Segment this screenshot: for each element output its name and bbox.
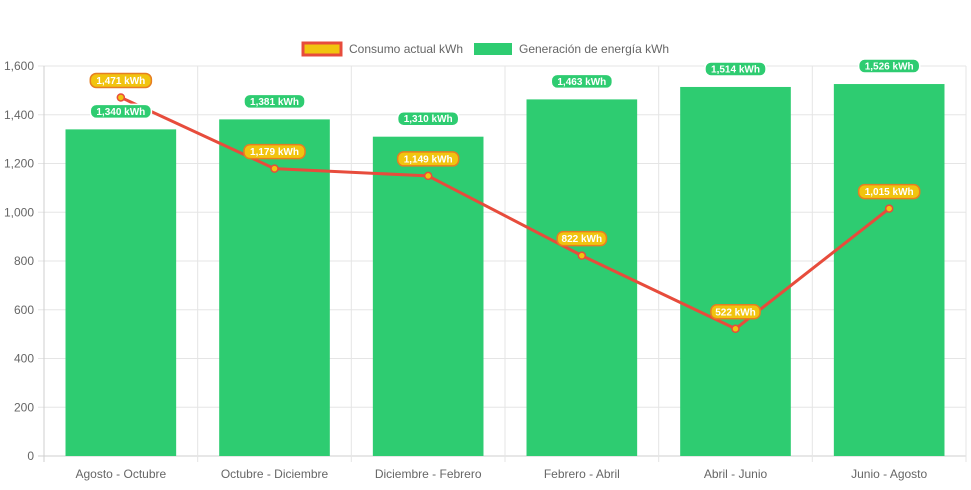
bars-layer xyxy=(65,84,945,457)
bar-generacion[interactable] xyxy=(372,136,484,456)
y-tick-label: 400 xyxy=(14,352,34,366)
line-data-label-text: 822 kWh xyxy=(562,234,603,245)
y-tick-label: 600 xyxy=(14,303,34,317)
bar-data-label: 1,514 kWh xyxy=(704,61,767,77)
x-tick-label: Octubre - Diciembre xyxy=(221,467,329,481)
bar-data-label-bg xyxy=(89,103,153,120)
bar-data-label-text: 1,463 kWh xyxy=(557,77,606,88)
grid-layer xyxy=(38,65,967,462)
bar-data-label-bg xyxy=(550,73,614,90)
line-data-label-bg xyxy=(89,72,153,89)
bar-data-label: 1,463 kWh xyxy=(550,73,614,90)
legend-swatch-generacion xyxy=(474,43,512,55)
bar-data-label-bg xyxy=(243,93,306,110)
legend-swatch-consumo xyxy=(301,41,343,57)
bar-data-label-text: 1,340 kWh xyxy=(96,107,145,118)
line-data-label: 1,471 kWh xyxy=(89,72,153,89)
bar-generacion[interactable] xyxy=(65,129,177,456)
line-data-label-bg xyxy=(396,151,460,167)
bar-data-label-text: 1,526 kWh xyxy=(865,62,914,73)
line-data-label: 1,149 kWh xyxy=(396,151,460,167)
line-data-label: 1,015 kWh xyxy=(857,183,921,200)
x-tick-label: Febrero - Abril xyxy=(544,467,620,481)
x-tick-label: Junio - Agosto xyxy=(851,467,927,481)
line-data-label-text: 1,179 kWh xyxy=(250,147,299,158)
line-data-label-text: 1,471 kWh xyxy=(96,76,145,87)
point-consumo[interactable] xyxy=(270,164,279,173)
bar-data-label: 1,526 kWh xyxy=(857,58,921,74)
point-consumo[interactable] xyxy=(577,251,587,260)
line-data-label-text: 522 kWh xyxy=(715,307,756,318)
line-data-label-bg xyxy=(857,183,921,200)
labels-layer: 0 200 400 600 800 1,000 1,200 1,400 1,600 Agosto … xyxy=(4,58,928,481)
bar-data-label: 1,381 kWh xyxy=(243,93,306,110)
legend-item-generacion[interactable]: Generación de energía kWh xyxy=(474,42,669,56)
x-tick-label: Diciembre - Febrero xyxy=(375,467,482,481)
point-consumo[interactable] xyxy=(884,204,894,213)
bar-data-label-text: 1,381 kWh xyxy=(250,97,299,108)
bar-generacion[interactable] xyxy=(680,86,791,457)
x-tick-label: Agosto - Octubre xyxy=(75,467,166,481)
y-tick-label: 1,600 xyxy=(4,59,34,73)
y-tick-label: 1,200 xyxy=(4,157,34,171)
legend-label-generacion: Generación de energía kWh xyxy=(519,42,669,56)
point-consumo[interactable] xyxy=(116,93,126,102)
y-tick-label: 0 xyxy=(27,449,34,463)
y-tick-label: 1,000 xyxy=(4,205,34,219)
line-data-label-bg xyxy=(243,143,306,160)
y-tick-label: 800 xyxy=(14,254,34,268)
bar-data-label-bg xyxy=(857,58,921,74)
legend[interactable]: Consumo actual kWh Generación de energía… xyxy=(301,41,669,57)
bar-data-label: 1,340 kWh xyxy=(89,103,153,120)
bar-data-label: 1,310 kWh xyxy=(396,110,460,127)
line-data-label-bg xyxy=(556,230,608,247)
line-data-label: 1,179 kWh xyxy=(243,143,306,160)
y-tick-label: 1,400 xyxy=(4,108,34,122)
bar-data-label-text: 1,310 kWh xyxy=(404,114,453,125)
y-tick-label: 200 xyxy=(14,400,34,414)
bar-generacion[interactable] xyxy=(526,99,638,457)
bar-generacion[interactable] xyxy=(833,84,945,456)
legend-label-consumo: Consumo actual kWh xyxy=(349,42,463,56)
bar-data-label-bg xyxy=(396,110,460,127)
bar-data-label-bg xyxy=(704,61,767,77)
line-data-label-bg xyxy=(710,304,761,320)
point-consumo[interactable] xyxy=(423,171,433,181)
x-tick-label: Abril - Junio xyxy=(704,467,768,481)
line-data-label: 822 kWh xyxy=(556,230,608,247)
line-data-label: 522 kWh xyxy=(710,304,761,320)
bar-data-label-text: 1,514 kWh xyxy=(711,64,760,75)
point-consumo[interactable] xyxy=(731,324,740,334)
legend-item-consumo[interactable]: Consumo actual kWh xyxy=(301,41,463,57)
line-data-label-text: 1,015 kWh xyxy=(865,187,914,198)
line-data-label-text: 1,149 kWh xyxy=(404,154,453,165)
bar-generacion[interactable] xyxy=(219,119,330,456)
